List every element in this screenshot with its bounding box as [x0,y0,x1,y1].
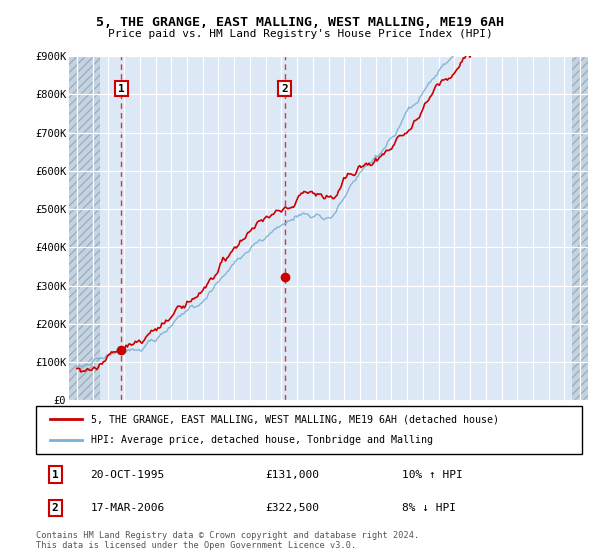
Text: 2: 2 [52,503,58,513]
Text: £131,000: £131,000 [265,470,319,479]
Text: HPI: Average price, detached house, Tonbridge and Malling: HPI: Average price, detached house, Tonb… [91,435,433,445]
Text: 1: 1 [118,83,125,94]
Text: Price paid vs. HM Land Registry's House Price Index (HPI): Price paid vs. HM Land Registry's House … [107,29,493,39]
Text: £322,500: £322,500 [265,503,319,513]
Text: Contains HM Land Registry data © Crown copyright and database right 2024.
This d: Contains HM Land Registry data © Crown c… [36,531,419,550]
Text: 5, THE GRANGE, EAST MALLING, WEST MALLING, ME19 6AH: 5, THE GRANGE, EAST MALLING, WEST MALLIN… [96,16,504,29]
Text: 20-OCT-1995: 20-OCT-1995 [91,470,165,479]
Text: 10% ↑ HPI: 10% ↑ HPI [402,470,463,479]
Text: 5, THE GRANGE, EAST MALLING, WEST MALLING, ME19 6AH (detached house): 5, THE GRANGE, EAST MALLING, WEST MALLIN… [91,414,499,424]
Bar [69,56,100,400]
Text: 8% ↓ HPI: 8% ↓ HPI [402,503,456,513]
Text: 1: 1 [52,470,58,479]
Text: 17-MAR-2006: 17-MAR-2006 [91,503,165,513]
Text: 2: 2 [281,83,288,94]
Bar [572,56,588,400]
